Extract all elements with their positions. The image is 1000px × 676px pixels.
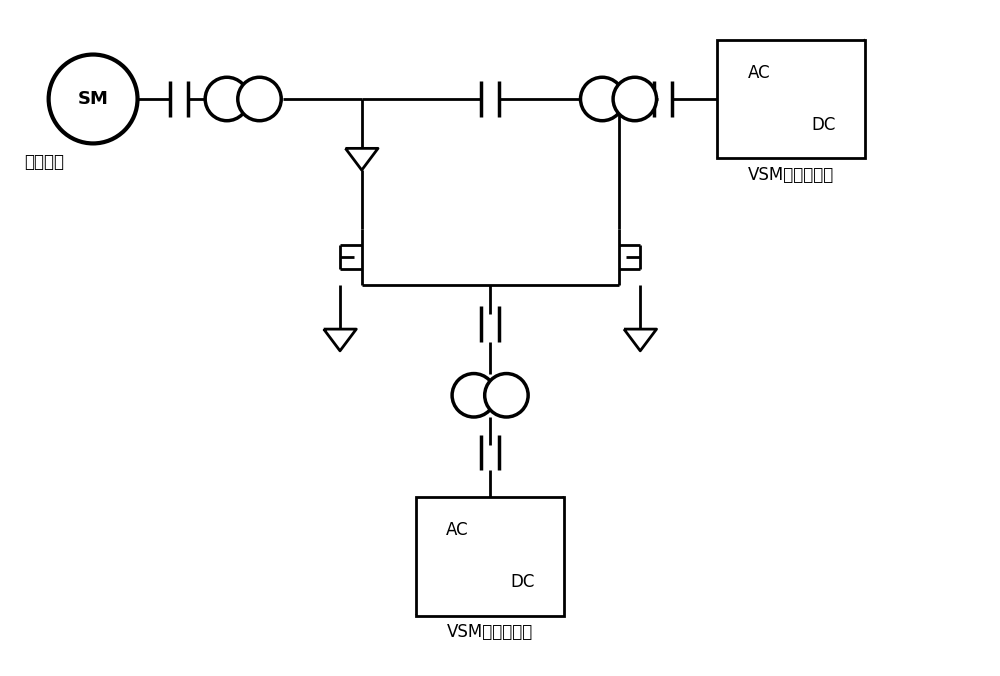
Text: SM: SM	[78, 90, 109, 108]
Circle shape	[205, 77, 249, 121]
Circle shape	[49, 55, 138, 143]
Text: VSM控制换流器: VSM控制换流器	[447, 623, 533, 642]
Bar	[717, 40, 865, 158]
Bar	[416, 497, 564, 616]
Circle shape	[452, 374, 496, 417]
Text: AC: AC	[747, 64, 770, 82]
Text: VSM控制换流器: VSM控制换流器	[748, 166, 834, 184]
Circle shape	[485, 374, 528, 417]
Text: DC: DC	[511, 573, 535, 592]
Circle shape	[580, 77, 624, 121]
Text: 同步电机: 同步电机	[24, 153, 64, 171]
Circle shape	[613, 77, 657, 121]
Text: AC: AC	[446, 521, 469, 539]
Circle shape	[238, 77, 281, 121]
Text: DC: DC	[812, 116, 836, 134]
